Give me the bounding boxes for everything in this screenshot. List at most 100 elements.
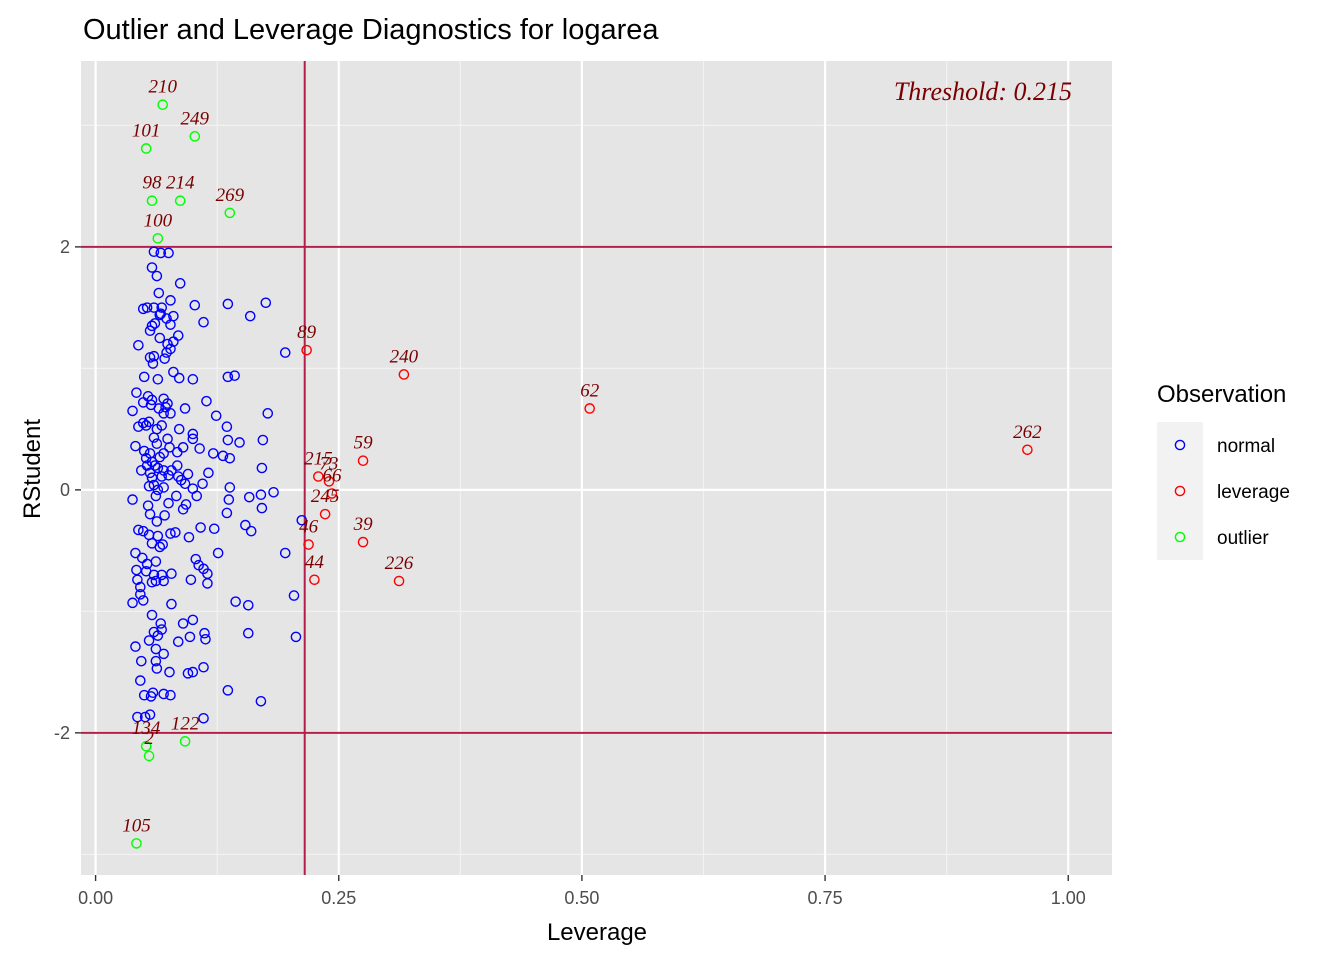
normal-point <box>187 374 199 385</box>
point-label: 89 <box>297 322 317 343</box>
point-label: 101 <box>132 120 161 141</box>
normal-point <box>158 688 169 700</box>
normal-point <box>140 420 152 431</box>
point-label: 44 <box>305 552 325 573</box>
point-label: 59 <box>354 433 374 454</box>
normal-point <box>138 445 150 457</box>
normal-point <box>260 297 272 309</box>
normal-point <box>200 634 211 645</box>
outlier-point <box>224 207 236 219</box>
x-tick-label: 0.25 <box>321 888 356 908</box>
normal-point <box>158 648 169 660</box>
normal-point <box>148 246 160 258</box>
normal-point <box>143 635 155 646</box>
normal-point <box>148 569 160 581</box>
normal-point <box>279 347 291 358</box>
normal-point <box>179 478 191 490</box>
normal-point <box>127 597 138 609</box>
x-tick-label: 1.00 <box>1051 888 1086 908</box>
normal-point <box>132 574 143 586</box>
normal-point <box>194 443 205 454</box>
outlier-point <box>174 195 186 207</box>
normal-point <box>135 581 146 593</box>
normal-point <box>171 490 182 502</box>
normal-point <box>158 482 169 493</box>
point-label: 214 <box>166 173 195 194</box>
normal-point <box>130 641 141 652</box>
normal-point <box>137 525 149 537</box>
data-points <box>127 99 1033 849</box>
normal-point <box>184 631 196 643</box>
normal-point <box>130 440 141 452</box>
normal-point <box>154 541 166 553</box>
plot-panel <box>81 61 1112 875</box>
normal-point <box>149 318 161 329</box>
point-label: 66 <box>322 466 342 487</box>
normal-point <box>212 547 224 559</box>
normal-point <box>146 262 158 273</box>
y-tick-label: 2 <box>60 237 70 257</box>
outlier-point <box>131 838 142 849</box>
point-label: 105 <box>122 815 151 836</box>
point-label: 2 <box>144 728 154 749</box>
normal-point <box>177 504 189 515</box>
normal-point <box>177 442 189 453</box>
normal-point <box>147 358 159 369</box>
normal-point <box>148 302 160 313</box>
point-label: 240 <box>390 346 419 367</box>
normal-point <box>143 416 155 428</box>
normal-point <box>222 298 234 310</box>
normal-point <box>166 568 177 579</box>
normal-point <box>170 527 181 538</box>
normal-point <box>158 408 169 419</box>
normal-point <box>135 589 146 600</box>
normal-point <box>137 303 149 315</box>
normal-point <box>165 343 176 355</box>
normal-point <box>140 452 152 464</box>
outlier-point <box>189 131 201 142</box>
normal-point <box>146 394 158 406</box>
normal-point <box>151 663 163 674</box>
normal-point <box>229 370 240 381</box>
normal-point <box>146 320 158 332</box>
normal-point <box>187 433 199 445</box>
normal-point <box>255 489 267 501</box>
threshold-annotation: Threshold: 0.215 <box>894 77 1072 106</box>
normal-point <box>165 408 176 419</box>
normal-point <box>144 325 156 337</box>
normal-point <box>150 490 162 502</box>
point-label: 122 <box>171 713 200 734</box>
leverage-point <box>357 455 369 467</box>
normal-point <box>138 371 150 383</box>
point-label: 245 <box>311 486 340 507</box>
normal-point <box>208 523 220 535</box>
normal-point <box>148 626 160 638</box>
y-tick-label: -2 <box>54 723 70 743</box>
legend-label-outlier: outlier <box>1217 528 1269 549</box>
normal-point <box>222 371 234 383</box>
point-label: 46 <box>299 517 319 538</box>
normal-point <box>234 437 245 448</box>
outlier-point <box>179 736 191 747</box>
legend-key-background <box>1157 468 1203 514</box>
normal-point <box>189 299 201 311</box>
normal-point <box>146 609 158 621</box>
normal-point <box>144 508 156 520</box>
normal-point <box>144 709 156 720</box>
leverage-point <box>319 508 331 520</box>
legend-key-leverage <box>1174 485 1186 497</box>
leverage-point <box>584 403 595 414</box>
normal-point <box>243 491 255 503</box>
normal-point <box>198 316 209 328</box>
leverage-point <box>309 574 320 586</box>
point-label: 262 <box>1013 422 1042 443</box>
normal-point <box>190 553 202 565</box>
normal-point <box>151 270 163 282</box>
normal-point <box>149 460 161 471</box>
normal-point <box>198 661 209 673</box>
legend-key-outlier <box>1174 531 1186 543</box>
normal-point <box>296 514 308 526</box>
leverage-point <box>326 488 338 499</box>
legend-key-background <box>1157 514 1203 560</box>
